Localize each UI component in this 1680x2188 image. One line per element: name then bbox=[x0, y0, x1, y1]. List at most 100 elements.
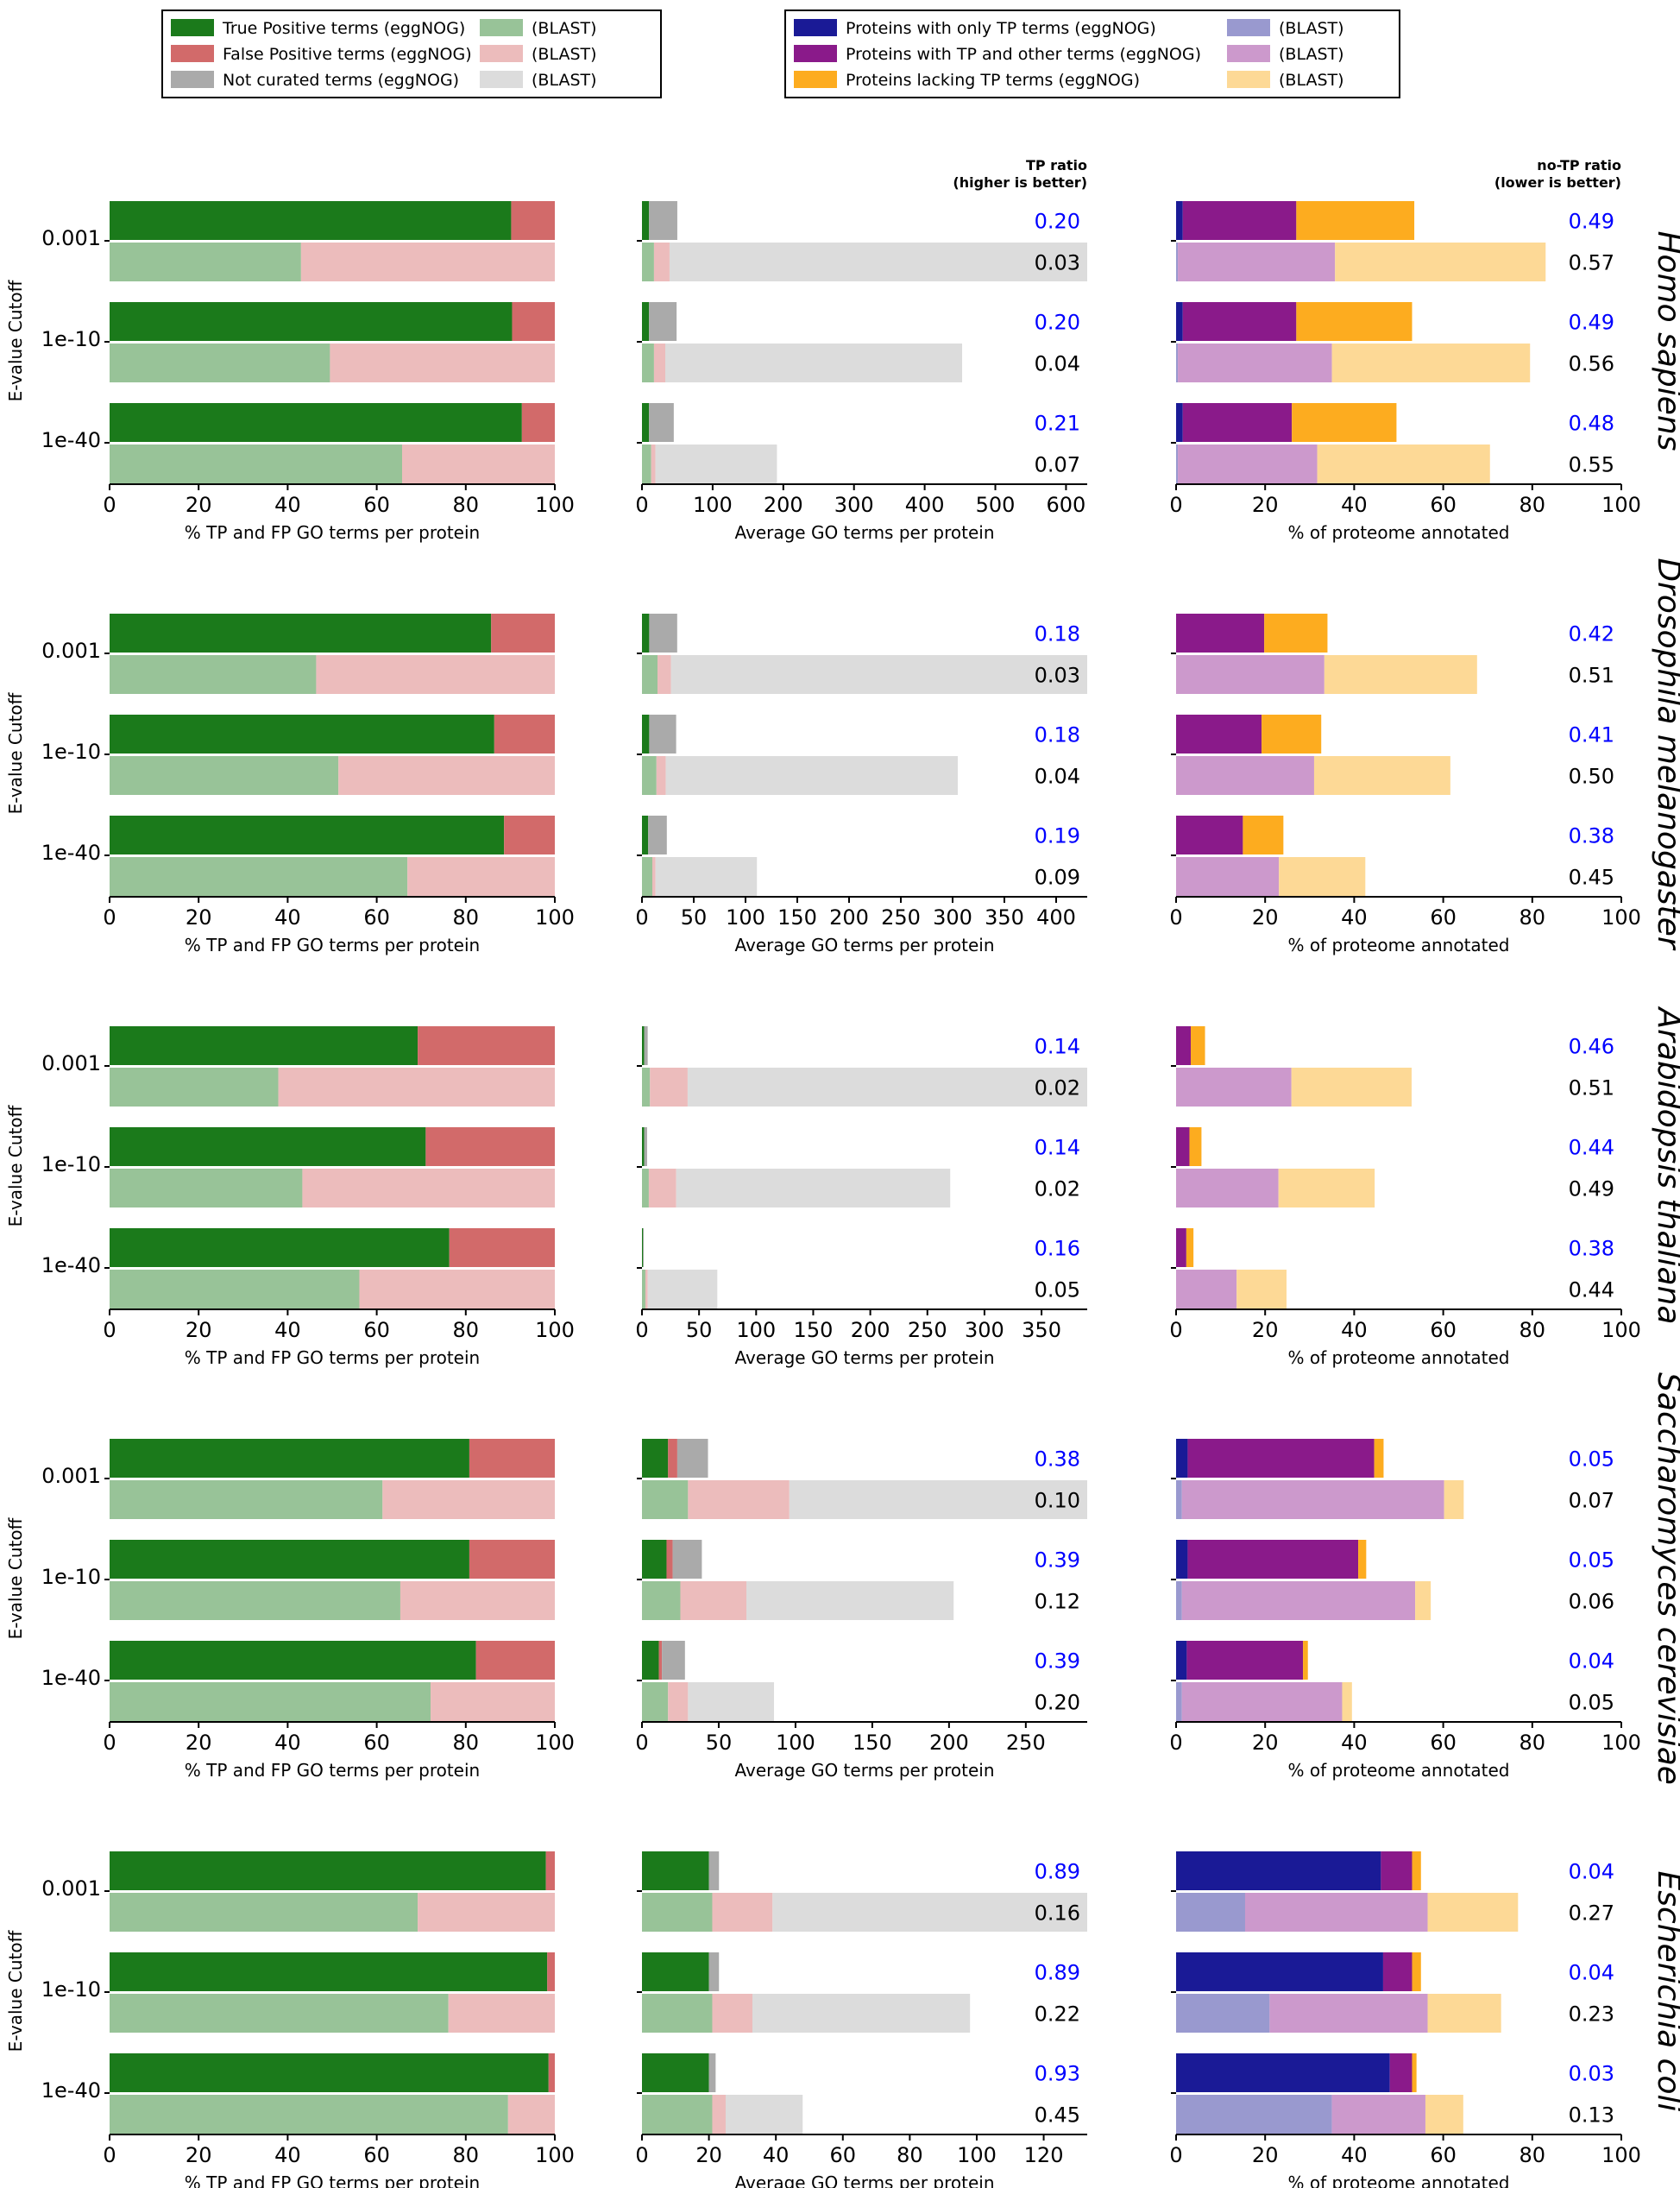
bar-proteome-blast bbox=[1176, 1169, 1279, 1207]
x-tick-label: 60 bbox=[363, 2143, 390, 2167]
bar-avg-eggnog bbox=[666, 1540, 673, 1579]
bar-avg-blast bbox=[648, 1169, 676, 1207]
x-tick-label: 100 bbox=[1601, 493, 1641, 517]
bar-proteome-blast bbox=[1176, 1581, 1182, 1620]
x-tick-label: 0 bbox=[103, 1731, 116, 1755]
x-tick-label: 0 bbox=[635, 1731, 648, 1755]
x-tick-label: 60 bbox=[363, 1731, 390, 1755]
bar-proteome-eggnog bbox=[1412, 2053, 1417, 2092]
bar-proteome-blast bbox=[1244, 1893, 1428, 1932]
y-axis-label: E-value Cutoff bbox=[5, 1516, 26, 1639]
notp-ratio-eggnog: 0.05 bbox=[1569, 1447, 1614, 1472]
species-panel-4: E-value Cutoff Escherichia coli 0.001 0.89 0… bbox=[5, 1851, 1680, 2188]
x-axis-label: % TP and FP GO terms per protein bbox=[185, 2172, 480, 2188]
cutoff-label: 1e-10 bbox=[41, 327, 101, 351]
bar-proteome-eggnog bbox=[1182, 201, 1297, 240]
bar-avg-eggnog bbox=[642, 1851, 709, 1890]
notp-ratio-eggnog: 0.38 bbox=[1569, 824, 1614, 848]
x-tick-label: 20 bbox=[186, 1731, 212, 1755]
tp-ratio-blast: 0.10 bbox=[1035, 1489, 1080, 1513]
tp-ratio-eggnog: 0.38 bbox=[1035, 1447, 1080, 1472]
bar-avg-eggnog bbox=[642, 2053, 709, 2092]
tp-ratio-eggnog: 0.21 bbox=[1035, 412, 1080, 436]
bar-tp-fp-blast bbox=[418, 1893, 555, 1932]
tp-ratio-blast: 0.45 bbox=[1035, 2103, 1080, 2128]
bar-avg-eggnog bbox=[649, 614, 677, 653]
bar-avg-blast bbox=[642, 857, 652, 896]
x-tick-label: 40 bbox=[274, 493, 301, 517]
x-tick-label: 0 bbox=[1169, 493, 1182, 517]
x-tick-label: 0 bbox=[103, 905, 116, 930]
bar-avg-blast bbox=[651, 445, 656, 483]
bar-tp-fp-eggnog bbox=[110, 1952, 548, 1991]
bar-tp-fp-eggnog bbox=[110, 1540, 469, 1579]
tp-ratio-blast: 0.03 bbox=[1035, 664, 1080, 688]
legend-right: Proteins with only TP terms (eggNOG) (BLA… bbox=[784, 9, 1400, 98]
x-tick-label: 50 bbox=[706, 1731, 733, 1755]
x-axis-label: % TP and FP GO terms per protein bbox=[185, 1760, 480, 1781]
tp-ratio-eggnog: 0.20 bbox=[1035, 210, 1080, 234]
bar-proteome-blast bbox=[1176, 243, 1179, 281]
tp-ratio-eggnog: 0.89 bbox=[1035, 1961, 1080, 1985]
tp-ratio-blast: 0.02 bbox=[1035, 1076, 1080, 1100]
tp-ratio-blast: 0.04 bbox=[1035, 765, 1080, 789]
x-tick-label: 80 bbox=[1520, 2143, 1546, 2167]
bar-proteome-eggnog bbox=[1186, 1641, 1304, 1680]
species-label: Homo sapiens bbox=[1651, 230, 1680, 451]
cutoff-label: 0.001 bbox=[41, 1051, 101, 1075]
bar-proteome-blast bbox=[1331, 344, 1531, 382]
x-tick-label: 40 bbox=[1341, 1731, 1368, 1755]
x-tick-label: 50 bbox=[686, 1318, 713, 1342]
bar-tp-fp-eggnog bbox=[110, 1641, 476, 1680]
bar-avg-blast bbox=[653, 344, 666, 382]
x-tick-label: 80 bbox=[453, 905, 480, 930]
x-tick-label: 250 bbox=[1006, 1731, 1046, 1755]
legend-swatch bbox=[171, 71, 214, 88]
legend-swatch bbox=[171, 19, 214, 36]
tp-ratio-header: TP ratio bbox=[1026, 157, 1087, 173]
species-panel-3: E-value Cutoff Saccharomyces cerevisiae 0.… bbox=[5, 1372, 1680, 1785]
legend-swatch bbox=[794, 19, 837, 36]
bar-proteome-eggnog bbox=[1176, 2053, 1390, 2092]
notp-ratio-blast: 0.49 bbox=[1569, 1177, 1614, 1201]
bar-proteome-eggnog bbox=[1412, 1851, 1421, 1890]
bar-tp-fp-blast bbox=[330, 344, 555, 382]
notp-ratio-eggnog: 0.03 bbox=[1569, 2062, 1614, 2086]
x-axis-label: Average GO terms per protein bbox=[734, 2172, 994, 2188]
bar-proteome-blast bbox=[1176, 344, 1179, 382]
species-panel-2: E-value Cutoff Arabidopsis thaliana 0.001 0… bbox=[5, 1006, 1680, 1368]
bar-proteome-eggnog bbox=[1296, 201, 1415, 240]
legend-swatch bbox=[794, 71, 837, 88]
bar-avg-blast bbox=[752, 1994, 971, 2033]
tp-ratio-eggnog: 0.39 bbox=[1035, 1649, 1080, 1674]
x-tick-label: 80 bbox=[453, 1318, 480, 1342]
bar-proteome-blast bbox=[1178, 243, 1336, 281]
bar-tp-fp-eggnog bbox=[110, 1228, 450, 1267]
x-axis-label: % of proteome annotated bbox=[1287, 522, 1509, 543]
bar-avg-blast bbox=[658, 655, 671, 694]
bar-avg-blast bbox=[650, 1068, 688, 1107]
legend-left: True Positive terms (eggNOG) (BLAST) False… bbox=[161, 9, 662, 98]
x-tick-label: 80 bbox=[1520, 905, 1546, 930]
x-axis-label: % TP and FP GO terms per protein bbox=[185, 1347, 480, 1368]
bar-proteome-eggnog bbox=[1381, 1851, 1413, 1890]
x-tick-label: 100 bbox=[535, 1731, 575, 1755]
bar-tp-fp-eggnog bbox=[110, 1026, 418, 1065]
legend-swatch bbox=[480, 71, 523, 88]
bar-tp-fp-blast bbox=[359, 1270, 555, 1308]
x-tick-label: 0 bbox=[1169, 905, 1182, 930]
x-tick-label: 400 bbox=[1036, 905, 1076, 930]
bar-avg-blast bbox=[688, 1682, 775, 1721]
bar-avg-eggnog bbox=[662, 1641, 685, 1680]
bar-tp-fp-eggnog bbox=[110, 1439, 469, 1478]
x-tick-label: 200 bbox=[929, 1731, 969, 1755]
x-tick-label: 80 bbox=[453, 2143, 480, 2167]
bar-proteome-eggnog bbox=[1262, 715, 1322, 754]
bar-proteome-blast bbox=[1181, 1581, 1416, 1620]
bar-avg-blast bbox=[656, 756, 666, 795]
bar-tp-fp-blast bbox=[110, 1682, 431, 1721]
bar-avg-eggnog bbox=[642, 1952, 709, 1991]
legend-label: (BLAST) bbox=[532, 71, 597, 90]
bar-avg-blast bbox=[789, 1480, 1087, 1519]
bar-tp-fp-eggnog bbox=[110, 816, 505, 854]
